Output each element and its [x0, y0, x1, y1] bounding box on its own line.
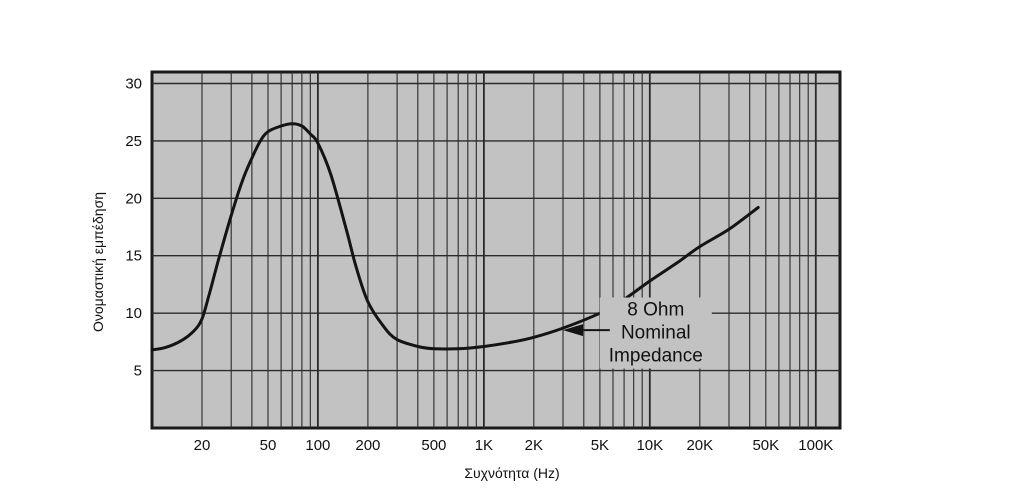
- plot-area: [150, 70, 842, 430]
- x-tick-label: 20K: [686, 437, 713, 454]
- y-axis-title: Ονομαστική εμπέδηση: [90, 192, 106, 332]
- annotation-line-3: Impedance: [609, 346, 703, 367]
- x-tick-label: 50: [260, 437, 277, 454]
- annotation-line-1: 8 Ohm: [627, 300, 684, 321]
- y-tick-label: 30: [125, 75, 142, 92]
- y-tick-label: 10: [125, 305, 142, 322]
- x-tick-label: 1K: [475, 437, 493, 454]
- x-tick-label: 200: [355, 437, 380, 454]
- grid-lines: [152, 72, 840, 428]
- y-tick-label: 15: [125, 248, 142, 265]
- x-tick-label: 5K: [591, 437, 609, 454]
- x-tick-label: 10K: [636, 437, 663, 454]
- y-tick-label: 25: [125, 133, 142, 150]
- x-tick-label: 20: [194, 437, 211, 454]
- annotation-line-2: Nominal: [621, 323, 691, 344]
- x-tick-label: 50K: [752, 437, 779, 454]
- x-tick-label: 100K: [798, 437, 833, 454]
- y-tick-label: 5: [134, 363, 142, 380]
- x-tick-label: 2K: [525, 437, 543, 454]
- x-tick-label: 500: [421, 437, 446, 454]
- y-tick-label: 20: [125, 190, 142, 207]
- tick-labels: 20 50 100 200 500 1K 2K 5K 10K 20K 50K 100K 5 10 15 20 2…: [125, 75, 833, 454]
- x-axis-title: Συχνότητα (Hz): [464, 465, 559, 481]
- annotation-background: [599, 297, 712, 369]
- x-tick-label: 100: [305, 437, 330, 454]
- annotation-arrow-head: [563, 324, 583, 337]
